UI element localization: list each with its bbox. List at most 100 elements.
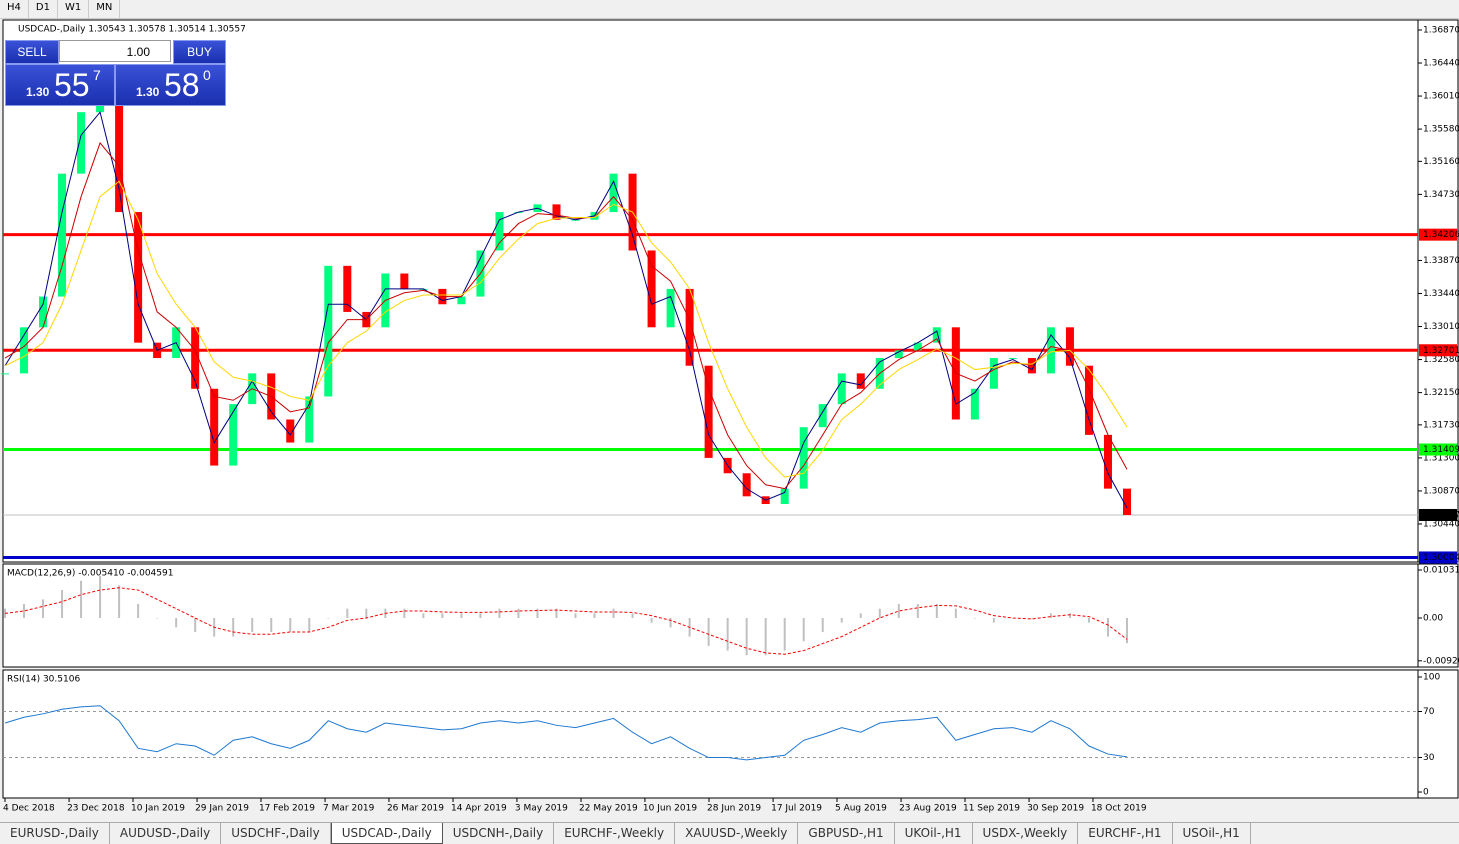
candle [685,288,694,366]
macd-bar [707,617,710,646]
y-tick-label: 1.33010 [1423,322,1459,332]
chart-tab[interactable]: XAUUSD-,Weekly [675,823,799,844]
macd-bar [422,613,425,618]
price-axis [1417,563,1459,668]
price-big: 1.30 [136,85,160,99]
panel-title: USDCAD-,Daily 1.30543 1.30578 1.30514 1.… [18,25,246,35]
candle [837,373,846,405]
timeframe-button[interactable]: MN [89,0,121,18]
chart-tab[interactable]: USDCAD-,Daily [330,823,443,844]
macd-bar [802,617,805,642]
x-tick-label: 18 Oct 2019 [1091,804,1147,814]
candle [1103,434,1112,489]
line-price-label: 1.30004 [1423,553,1459,563]
lot-input[interactable]: 1.00 [59,40,171,62]
macd-bar [916,604,919,618]
candle [115,96,124,213]
x-tick-label: 10 Jun 2019 [643,804,697,814]
x-tick-label: 28 Jun 2019 [707,804,761,814]
chart-tab[interactable]: USDCHF-,Daily [221,823,331,844]
price-frac: 7 [93,67,101,83]
line-price-tag [1419,508,1457,521]
y-tick-label: 1.35160 [1423,157,1459,167]
macd-bar [42,599,45,618]
line-price-tag [1419,228,1457,241]
macd-bar [1068,613,1071,618]
buy-button[interactable]: BUY [173,40,226,64]
y-tick-label: -0.00920 [1423,656,1459,666]
candle [742,473,751,497]
price-pips: 55 [54,67,90,103]
macd-bar [1049,613,1052,618]
macd-bar [270,617,273,632]
candle [647,250,656,328]
candle [39,296,48,328]
macd-bar [403,608,406,618]
buy-price[interactable]: 1.30 58 0 [115,64,226,106]
chart-tab[interactable]: GBPUSD-,H1 [798,823,895,844]
chart-tab[interactable]: EURUSD-,Daily [0,823,110,844]
candle [799,427,808,489]
chart-tab[interactable]: UKOil-,H1 [895,823,973,844]
price-axis [1417,19,1459,563]
timeframe-button[interactable]: H4 [0,0,29,18]
macd-bar [80,580,83,618]
y-tick-label: 0.00 [1423,613,1443,623]
candle [210,388,219,466]
timeframe-button[interactable]: D1 [29,0,58,18]
macd-bar [555,608,558,618]
candle [970,388,979,420]
chart-tab[interactable]: USDX-,Weekly [973,823,1079,844]
y-tick-label: 1.36870 [1423,25,1459,35]
timeframe-button[interactable]: W1 [58,0,90,18]
candle [989,358,998,389]
x-tick-label: 22 May 2019 [579,804,638,814]
y-tick-label: 0.010311 [1423,565,1459,575]
x-tick-label: 5 Aug 2019 [835,804,887,814]
candle [495,212,504,251]
y-tick-label: 1.36010 [1423,92,1459,102]
chart-tab[interactable]: EURCHF-,Weekly [554,823,676,844]
candle [229,404,238,466]
candle [191,327,200,389]
line-price-label: 1.34206 [1423,230,1459,240]
macd-bar [1106,617,1109,637]
moving-average [4,180,1128,478]
macd-bar [840,617,843,623]
macd-bar [251,617,254,632]
macd-bar [954,608,957,618]
candle [932,327,941,343]
sell-button[interactable]: SELL [5,40,59,64]
macd-bar [441,613,444,618]
candle [1065,327,1074,366]
x-tick-label: 23 Dec 2018 [67,804,125,814]
macd-bar [821,617,824,632]
macd-bar [194,617,197,632]
macd-bar [536,608,539,618]
macd-bar [631,613,634,618]
panel-title: MACD(12,26,9) -0.005410 -0.004591 [7,569,173,579]
candle [343,265,352,312]
tab-bar: EURUSD-,Daily AUDUSD-,Daily USDCHF-,Daily U… [0,822,1459,844]
macd-bar [726,617,729,651]
chart-tab[interactable]: USDCNH-,Daily [443,823,555,844]
chart-tab[interactable]: AUDUSD-,Daily [110,823,222,844]
macd-bar [460,613,463,618]
macd-bar [479,613,482,618]
x-tick-label: 17 Feb 2019 [259,804,315,814]
macd-bar [859,613,862,618]
x-tick-label: 3 May 2019 [515,804,568,814]
candle [609,173,618,213]
macd-bar [118,585,121,618]
macd-bar [574,613,577,618]
macd-bar [327,617,330,619]
signal-line [4,587,1128,655]
chart-tab[interactable]: EURCHF-,H1 [1078,823,1173,844]
sell-price[interactable]: 1.30 55 7 [5,64,115,106]
timeframe-bar: H4 D1 W1 MN [0,0,1459,19]
x-tick-label: 26 Mar 2019 [387,804,444,814]
macd-bar [156,617,159,619]
price-big: 1.30 [26,85,50,99]
candle [134,212,143,343]
chart-tab[interactable]: USOil-,H1 [1173,823,1251,844]
